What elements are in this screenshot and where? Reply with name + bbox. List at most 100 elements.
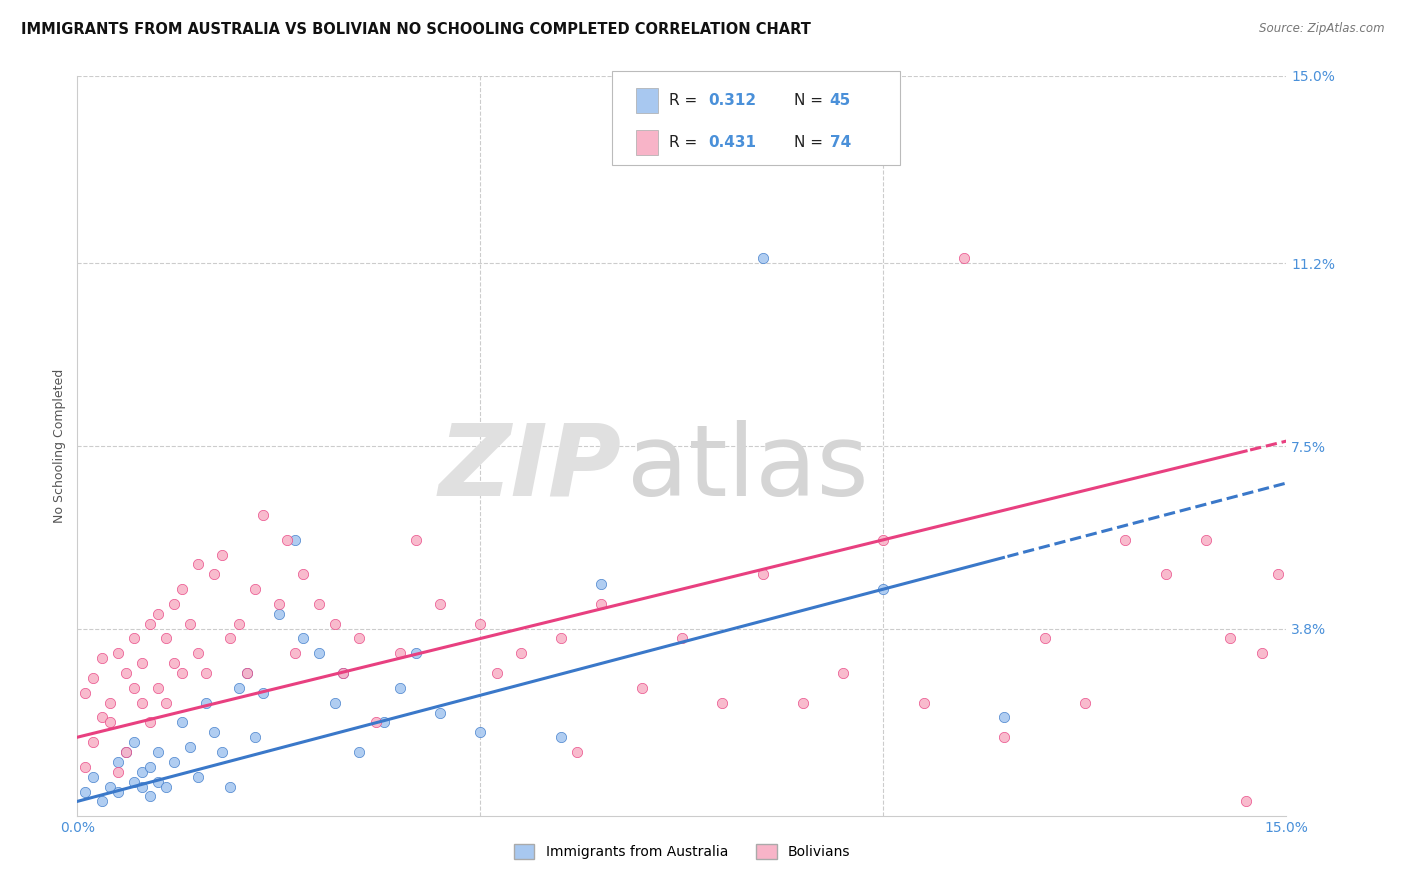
Point (146, 607, 169, 621)
Point (429, 706, 451, 720)
Point (1267, 567, 1289, 582)
Point (146, 745, 169, 759)
Point (211, 745, 233, 759)
Y-axis label: No Schooling Completed: No Schooling Completed (53, 369, 66, 523)
Point (364, 715, 387, 730)
Point (1195, 533, 1218, 547)
Point (332, 666, 354, 681)
Point (1114, 533, 1136, 547)
Point (155, 696, 177, 710)
Text: 0.312: 0.312 (709, 94, 756, 108)
Text: N =: N = (794, 94, 828, 108)
Point (122, 632, 145, 646)
Point (308, 646, 330, 660)
Point (139, 715, 162, 730)
Point (323, 616, 346, 631)
Point (75, 784, 97, 798)
Point (187, 558, 209, 572)
Point (155, 632, 177, 646)
Point (90, 651, 112, 665)
Point (172, 715, 194, 730)
Point (671, 632, 693, 646)
Point (832, 666, 855, 681)
Point (219, 780, 242, 794)
Point (202, 567, 225, 582)
Point (82, 735, 104, 749)
Point (332, 666, 354, 681)
Point (179, 616, 201, 631)
Point (107, 755, 129, 769)
Point (751, 567, 773, 582)
Point (284, 533, 307, 547)
Point (349, 745, 371, 759)
Point (276, 533, 298, 547)
Point (172, 582, 194, 596)
Point (630, 681, 652, 695)
Point (211, 548, 233, 562)
Point (131, 656, 153, 670)
Text: IMMIGRANTS FROM AUSTRALIA VS BOLIVIAN NO SCHOOLING COMPLETED CORRELATION CHART: IMMIGRANTS FROM AUSTRALIA VS BOLIVIAN NO… (21, 22, 811, 37)
Point (98, 780, 121, 794)
Point (243, 582, 266, 596)
Point (912, 696, 935, 710)
Point (388, 681, 411, 695)
Point (187, 646, 209, 660)
Text: atlas: atlas (627, 420, 869, 516)
Point (953, 252, 976, 266)
Point (1234, 794, 1257, 808)
Point (139, 616, 162, 631)
Point (349, 632, 371, 646)
Point (292, 567, 315, 582)
Point (993, 710, 1015, 724)
Point (114, 745, 136, 759)
Point (107, 784, 129, 798)
Point (292, 632, 315, 646)
Point (195, 696, 218, 710)
Point (550, 632, 572, 646)
Point (1033, 632, 1056, 646)
Legend: Immigrants from Australia, Bolivians: Immigrants from Australia, Bolivians (508, 838, 856, 864)
Point (308, 597, 330, 611)
Point (122, 735, 145, 749)
Point (155, 780, 177, 794)
Point (243, 730, 266, 744)
Point (90, 710, 112, 724)
Point (252, 508, 274, 522)
Point (131, 764, 153, 779)
Point (1074, 696, 1097, 710)
Text: Source: ZipAtlas.com: Source: ZipAtlas.com (1260, 22, 1385, 36)
Point (98, 715, 121, 730)
Point (373, 715, 395, 730)
Point (122, 681, 145, 695)
Point (388, 646, 411, 660)
Point (163, 755, 186, 769)
Text: 74: 74 (830, 136, 851, 150)
Point (179, 740, 201, 755)
Point (405, 533, 427, 547)
Point (1251, 646, 1274, 660)
Point (267, 607, 290, 621)
Point (751, 252, 773, 266)
Point (122, 774, 145, 789)
Point (228, 616, 250, 631)
Text: 45: 45 (830, 94, 851, 108)
Point (98, 696, 121, 710)
Point (219, 632, 242, 646)
Point (82, 770, 104, 784)
Point (429, 597, 451, 611)
Point (872, 533, 894, 547)
Point (792, 696, 814, 710)
Point (323, 696, 346, 710)
Point (711, 696, 734, 710)
Point (202, 725, 225, 739)
Point (470, 725, 492, 739)
Text: ZIP: ZIP (439, 420, 621, 516)
Point (470, 616, 492, 631)
Point (252, 686, 274, 700)
Point (565, 745, 588, 759)
Point (163, 597, 186, 611)
Point (591, 577, 613, 591)
Point (139, 789, 162, 804)
Point (228, 681, 250, 695)
Point (550, 730, 572, 744)
